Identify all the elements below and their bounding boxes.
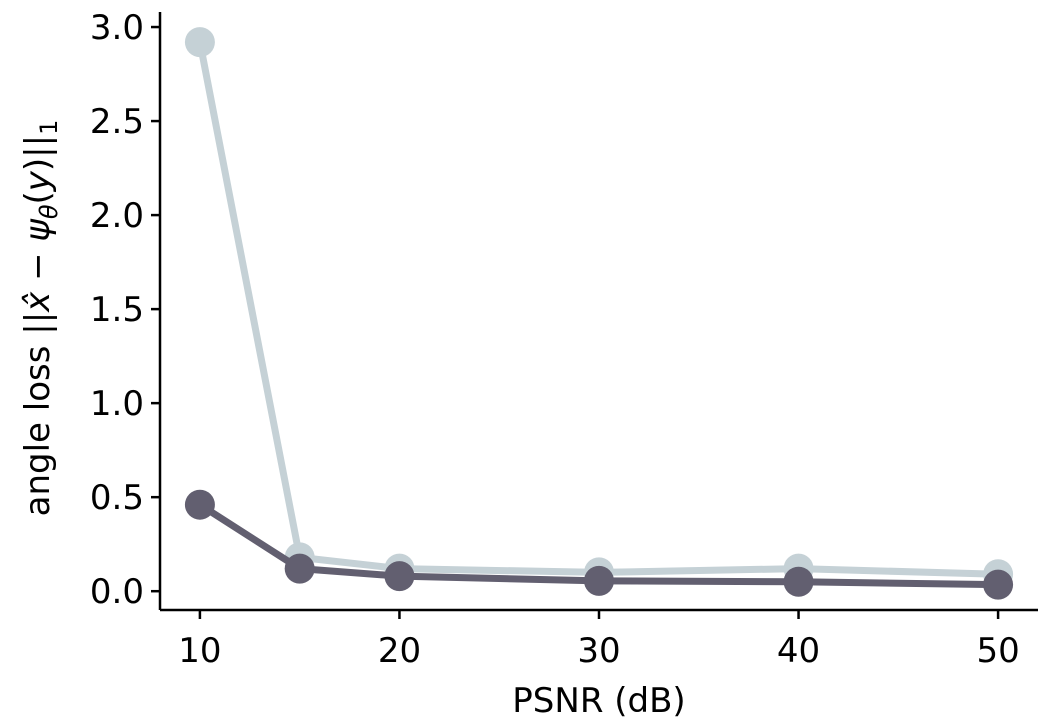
x-tick-label: 10 [178, 631, 221, 671]
x-tick-label: 40 [777, 631, 820, 671]
x-axis-label: PSNR (dB) [512, 681, 685, 721]
series-2-point [184, 489, 215, 520]
y-tick-label: 3.0 [90, 8, 144, 48]
y-tick-label: 1.0 [90, 384, 144, 424]
plot-area: 0.0 0.5 1.0 1.5 2.0 2.5 3.0 10 20 30 40 50 [90, 8, 1038, 671]
x-tick-label: 30 [577, 631, 620, 671]
series-2-point [783, 566, 814, 597]
y-tick-label: 2.0 [90, 196, 144, 236]
y-ticks: 0.0 0.5 1.0 1.5 2.0 2.5 3.0 [90, 8, 160, 612]
y-axis-label: angle loss ||x̂ − ψθ(y)||1 [18, 120, 63, 517]
series-2-point [284, 553, 315, 584]
x-tick-label: 50 [976, 631, 1019, 671]
y-tick-label: 2.5 [90, 102, 144, 142]
series-2-point [584, 565, 614, 596]
series-1-line [196, 38, 1002, 578]
series-2-point [384, 561, 415, 592]
y-tick-label: 0.5 [90, 478, 144, 518]
y-tick-label: 1.5 [90, 290, 144, 330]
series-2-point [983, 569, 1014, 600]
x-ticks: 10 20 30 40 50 [178, 610, 1020, 671]
x-tick-label: 20 [378, 631, 421, 671]
series-1-point [184, 27, 215, 58]
series-layer [184, 27, 1014, 600]
y-tick-label: 0.0 [90, 572, 144, 612]
series-2-line [196, 501, 1002, 589]
